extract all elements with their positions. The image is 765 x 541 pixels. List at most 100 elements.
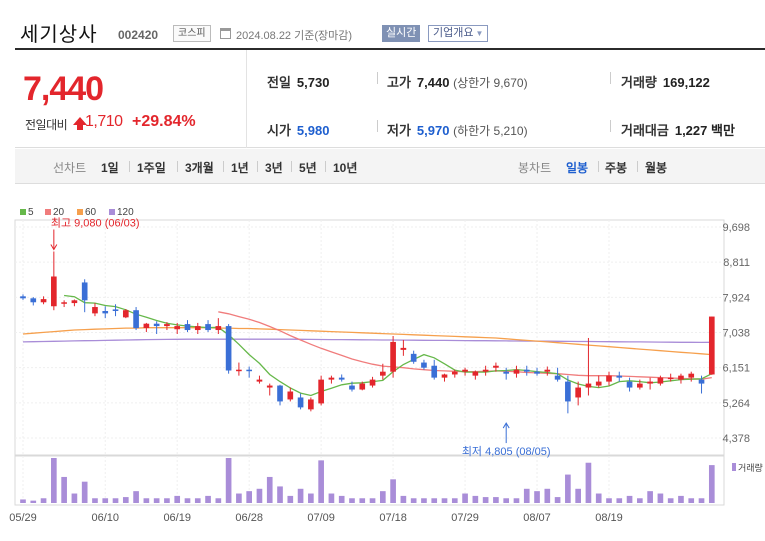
amount-unit: 백만 — [711, 123, 735, 138]
period-3m[interactable]: 3개월 — [185, 161, 214, 175]
volume-bar — [390, 479, 396, 503]
period-1w[interactable]: 1주일 — [137, 161, 166, 175]
candle-body — [122, 310, 129, 318]
header-divider — [15, 48, 765, 50]
volume-bar — [40, 498, 47, 503]
change-label: 전일대비 — [25, 118, 68, 132]
volume-bar — [20, 499, 26, 503]
upper-limit: (상한가 9,670) — [453, 76, 528, 90]
candle-body — [698, 379, 705, 384]
stat-value: 1,227 — [674, 123, 708, 138]
candle-body — [236, 369, 242, 372]
candle-body — [688, 373, 695, 378]
period-1y[interactable]: 1년 — [231, 161, 249, 175]
volume-bar — [256, 488, 263, 503]
volume-bar — [472, 495, 479, 503]
change-value: 1,710 — [85, 113, 123, 130]
stat-amount: 거래대금 1,227 백만 — [621, 120, 735, 139]
volume-bar — [513, 498, 520, 503]
candle-body — [266, 385, 273, 388]
candle-body — [575, 387, 581, 398]
period-5y[interactable]: 5년 — [299, 161, 317, 175]
volume-bar — [81, 481, 88, 503]
volume-bar — [236, 493, 242, 503]
candle-body — [390, 341, 396, 372]
candle-body — [112, 309, 119, 312]
volume-legend-label: 거래량 — [738, 462, 763, 473]
candle-body — [606, 375, 612, 382]
candle-body — [678, 375, 684, 380]
lower-limit: (하한가 5,210) — [453, 124, 528, 138]
volume-bar — [637, 498, 643, 503]
candle-body — [565, 381, 571, 402]
y-tick-label: 9,698 — [722, 222, 750, 234]
volume-bar — [287, 495, 294, 503]
volume-bar — [164, 498, 170, 503]
volume-bar — [698, 498, 705, 503]
company-info-dropdown[interactable]: 기업개요 ▼ — [428, 25, 489, 42]
volume-bar — [657, 493, 664, 503]
period-weekly[interactable]: 주봉 — [605, 161, 628, 175]
volume-bar — [626, 495, 633, 503]
volume-bar — [184, 498, 191, 503]
period-daily[interactable]: 일봉 — [566, 161, 589, 175]
low-annotation: 최저 4,805 (08/05) — [462, 445, 551, 458]
line-chart-label: 선차트 — [53, 161, 87, 175]
candle-body — [153, 323, 160, 327]
x-tick-label: 06/19 — [163, 512, 191, 524]
volume-bar — [421, 498, 427, 503]
volume-bar — [266, 476, 273, 503]
candle-body — [215, 326, 222, 331]
period-10y[interactable]: 10년 — [333, 161, 358, 175]
volume-bar — [585, 462, 592, 503]
candlestick-chart: 9,698 8,811 7,924 7,038 6,151 5,264 4,378 05/29… — [9, 207, 763, 524]
base-date: 2024.08.22 기준(장마감) — [236, 30, 353, 42]
volume-bar — [575, 488, 581, 503]
volume-bar — [297, 488, 304, 503]
candle-body — [626, 381, 633, 388]
candle-body — [40, 299, 47, 303]
stat-volume: 거래량 169,122 — [621, 72, 710, 91]
candle-body — [287, 391, 294, 400]
volume-bar — [379, 491, 386, 503]
period-selector: 선차트 1일 1주일 3개월 1년 3년 5년 10년 봉차트 일봉 주봉 월봉 — [15, 149, 765, 184]
stat-label: 전일 — [267, 75, 291, 90]
candle-body — [544, 369, 551, 372]
candle-body — [71, 300, 78, 304]
period-1d[interactable]: 1일 — [101, 161, 119, 175]
candle-body — [410, 353, 417, 362]
stat-label: 시가 — [267, 123, 291, 138]
candle-body — [184, 324, 191, 331]
divider — [377, 72, 378, 84]
volume-bar — [400, 495, 407, 503]
volume-bar — [194, 498, 201, 503]
period-3y[interactable]: 3년 — [265, 161, 283, 175]
y-tick-label: 7,924 — [722, 292, 750, 304]
volume-bar — [544, 488, 551, 503]
stat-prev-close: 전일 5,730 — [267, 72, 329, 91]
volume-bar — [112, 498, 119, 503]
volume-bar — [143, 498, 150, 503]
y-tick-label: 8,811 — [723, 257, 750, 269]
x-tick-label: 07/09 — [307, 512, 335, 524]
candle-body — [277, 385, 283, 402]
x-tick-label: 07/29 — [451, 512, 479, 524]
period-monthly[interactable]: 월봉 — [645, 161, 668, 175]
realtime-button[interactable]: 실시간 — [382, 25, 421, 42]
x-tick-label: 07/18 — [379, 512, 407, 524]
high-arrow-head — [50, 244, 58, 251]
divider — [291, 161, 292, 172]
volume-bar — [308, 493, 314, 503]
legend-label: 60 — [85, 207, 97, 218]
stat-value: 169,122 — [662, 75, 710, 90]
volume-bar — [441, 498, 448, 503]
stock-header: 세기상사 002420 코스피 2024.08.22 기준(장마감) 실시간 기… — [0, 0, 765, 48]
candle-body — [174, 326, 181, 330]
volume-bar — [462, 493, 468, 503]
volume-bar — [71, 493, 78, 503]
candle-body — [647, 381, 653, 384]
candle-body — [616, 375, 623, 378]
candle-body — [369, 379, 376, 386]
volume-bar — [51, 458, 57, 503]
y-tick-label: 5,264 — [722, 398, 750, 410]
